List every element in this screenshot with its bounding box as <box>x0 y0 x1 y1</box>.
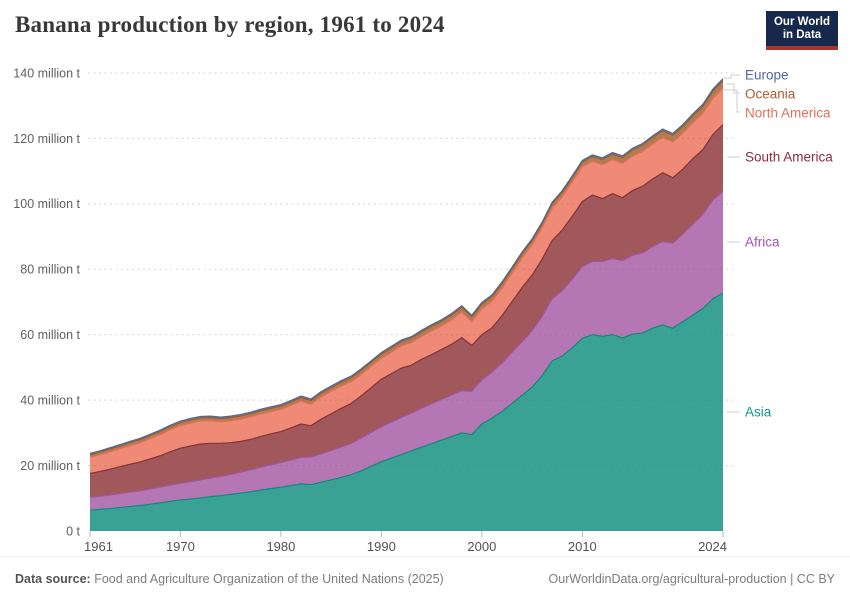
chart-body: 0 t 20 million t 40 million t 60 million t 8… <box>0 50 850 555</box>
legend-label-europe[interactable]: Europe <box>745 68 789 83</box>
x-axis-label-2024: 2024 <box>698 539 727 554</box>
y-axis-label-100: 100 million t <box>13 197 80 211</box>
area-asia[interactable] <box>90 292 723 531</box>
owid-logo[interactable]: Our World in Data <box>766 11 838 50</box>
owid-logo-line1: Our World <box>773 16 830 28</box>
owid-citation-link[interactable]: OurWorldinData.org/agricultural-producti… <box>548 571 835 586</box>
x-axis-label-2010: 2010 <box>568 539 597 554</box>
y-axis-label-40: 40 million t <box>20 394 80 408</box>
legend-label-asia[interactable]: Asia <box>745 405 772 420</box>
legend-label-north-america[interactable]: North America <box>745 106 831 121</box>
data-source-label: Data source: <box>15 571 91 586</box>
x-axis-label-1980: 1980 <box>266 539 295 554</box>
y-axis-label-20: 20 million t <box>20 459 80 473</box>
legend-label-south-america[interactable]: South America <box>745 150 833 165</box>
x-axis-label-1990: 1990 <box>367 539 396 554</box>
series-edge-africa <box>89 190 724 498</box>
x-axis-label-1970: 1970 <box>166 539 195 554</box>
stacked-area-chart[interactable]: 0 t 20 million t 40 million t 60 million t 8… <box>0 50 850 555</box>
legend-label-africa[interactable]: Africa <box>745 235 780 250</box>
chart-title: Banana production by region, 1961 to 202… <box>15 12 445 37</box>
owid-logo-line2: in Data <box>782 29 822 41</box>
y-axis-label-0: 0 t <box>66 524 80 538</box>
area-south-america[interactable] <box>90 124 723 498</box>
series-edge-south-america <box>89 124 724 475</box>
legend-connector-europe <box>724 74 740 79</box>
series-edge-north-america <box>89 87 724 458</box>
x-axis-label-2000: 2000 <box>467 539 496 554</box>
data-source-text: Food and Agriculture Organization of the… <box>90 571 444 586</box>
y-axis-label-120: 120 million t <box>13 132 80 146</box>
legend-connector-north-america <box>724 89 740 113</box>
y-axis-label-80: 80 million t <box>20 263 80 277</box>
chart-header: Banana production by region, 1961 to 202… <box>15 12 755 38</box>
series-edge-oceania <box>89 80 724 456</box>
y-axis-label-140: 140 million t <box>13 66 80 80</box>
series-edge-europe <box>89 78 724 455</box>
x-axis-label-1961: 1961 <box>84 539 113 554</box>
y-axis-label-60: 60 million t <box>20 328 80 342</box>
legend-label-oceania[interactable]: Oceania <box>745 87 796 102</box>
chart-footer: Data source: Food and Agriculture Organi… <box>0 556 850 600</box>
area-africa[interactable] <box>90 191 723 511</box>
series-edge-asia <box>89 292 724 511</box>
legend-connector-oceania <box>726 83 740 94</box>
data-source-note: Data source: Food and Agriculture Organi… <box>15 572 444 586</box>
